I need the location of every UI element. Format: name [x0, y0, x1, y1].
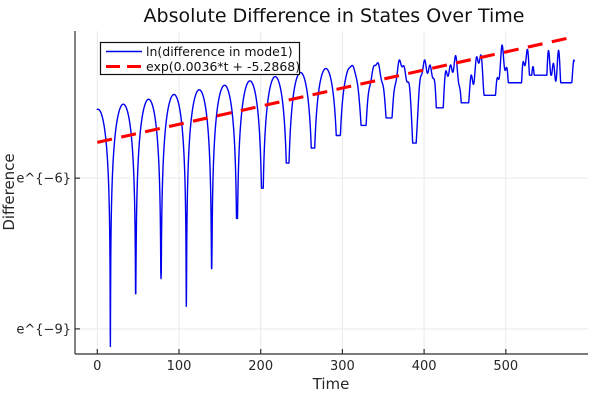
x-tick-label-0: 0	[93, 359, 101, 374]
x-tick-label-300: 300	[330, 359, 355, 374]
legend-label-fit: exp(0.0036*t + -5.2868)	[146, 59, 300, 74]
y-axis-label: Difference	[0, 153, 18, 230]
legend-label-difference: ln(difference in mode1)	[146, 44, 293, 59]
axes	[74, 31, 588, 355]
chart-title: Absolute Difference in States Over Time	[144, 5, 525, 27]
tick-labels: 0 100 200 300 400 500 e^{−6} e^{−9}	[16, 172, 518, 374]
y-tick-label--9: e^{−9}	[16, 322, 71, 337]
x-tick-label-500: 500	[493, 359, 518, 374]
y-tick-label--6: e^{−6}	[16, 172, 71, 187]
x-axis-label: Time	[312, 375, 350, 393]
difference-series-line	[96, 44, 575, 348]
x-tick-label-200: 200	[248, 359, 273, 374]
legend: ln(difference in mode1) exp(0.0036*t + -…	[99, 41, 301, 76]
x-tick-label-100: 100	[167, 359, 192, 374]
gridlines	[75, 31, 588, 354]
x-tick-label-400: 400	[412, 359, 437, 374]
legend-box	[99, 41, 301, 76]
exponential-fit-line	[96, 35, 572, 144]
